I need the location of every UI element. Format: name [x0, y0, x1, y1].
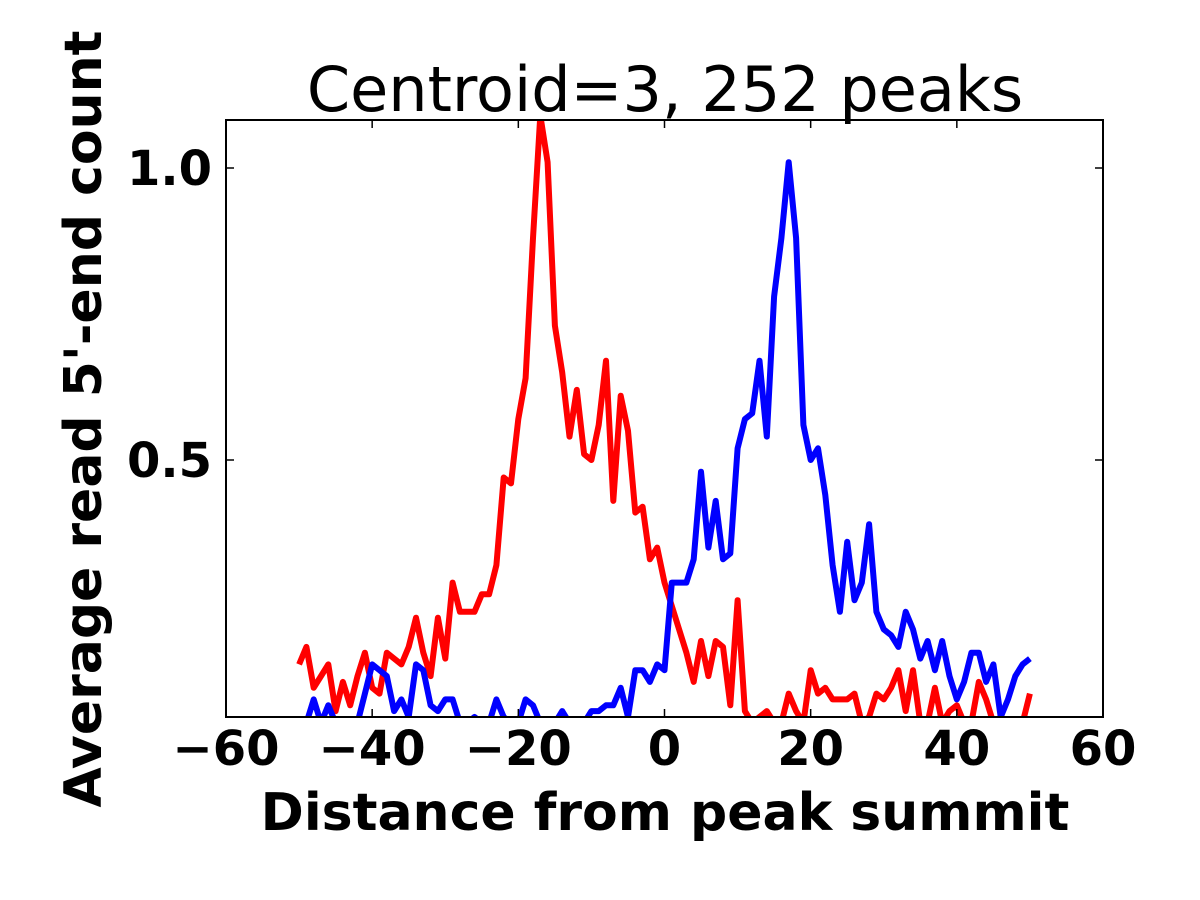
- series-layer: [296, 120, 1033, 717]
- x-tick-label: 60: [1070, 721, 1137, 777]
- y-tick-label: 1.0: [127, 141, 212, 197]
- series-line-red: [296, 120, 1033, 717]
- x-axis-label: Distance from peak summit: [261, 783, 1070, 843]
- x-tick-label: −40: [319, 721, 426, 777]
- series-line-blue: [305, 159, 1032, 717]
- y-axis-label: Average read 5'-end count: [54, 31, 114, 808]
- x-tick-label: 40: [923, 721, 990, 777]
- y-tick-label: 0.5: [127, 433, 212, 489]
- x-tick-label: −20: [465, 721, 572, 777]
- ticks-layer: −60 −40 −20 0 20 40 60 0.5 1.0: [127, 120, 1136, 777]
- x-tick-label: −60: [172, 721, 279, 777]
- x-tick-label: 0: [648, 721, 681, 777]
- x-tick-label: 20: [777, 721, 844, 777]
- chart-title: Centroid=3, 252 peaks: [307, 53, 1023, 126]
